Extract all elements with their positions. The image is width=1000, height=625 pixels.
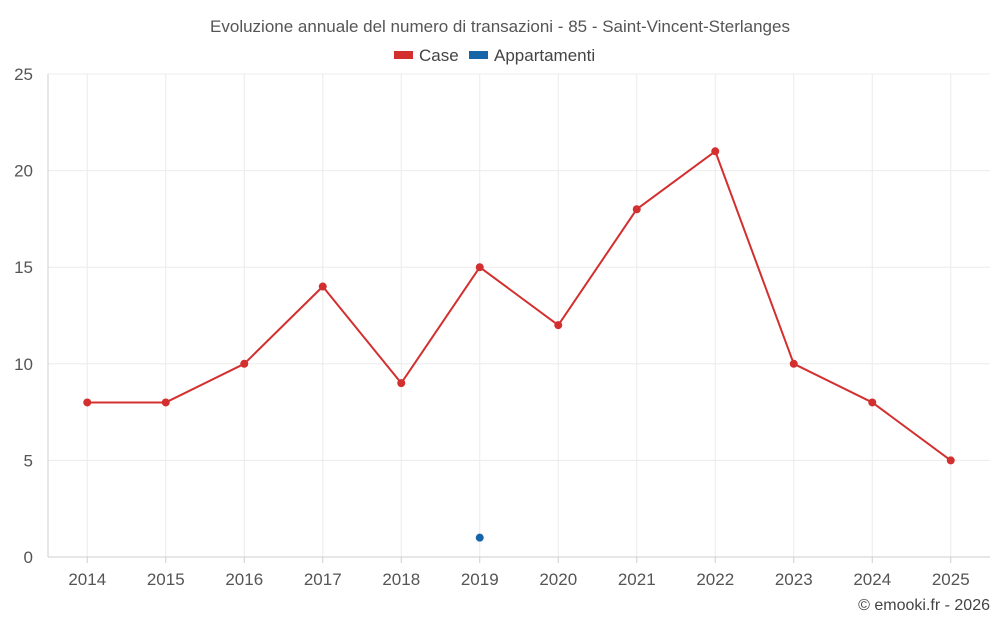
series xyxy=(83,147,955,542)
legend-label-appartamenti: Appartamenti xyxy=(494,46,595,65)
data-point-case-2019[interactable] xyxy=(475,263,484,272)
data-point-case-2017[interactable] xyxy=(318,282,327,291)
data-point-case-2020[interactable] xyxy=(554,321,563,330)
x-tick-label: 2017 xyxy=(304,570,342,589)
data-point-case-2025[interactable] xyxy=(946,456,955,465)
x-tick-label: 2022 xyxy=(696,570,734,589)
data-point-case-2014[interactable] xyxy=(83,398,92,407)
series-line-case xyxy=(87,150,952,462)
y-tick-label: 20 xyxy=(14,162,33,181)
data-point-appartamenti-2019[interactable] xyxy=(475,533,484,542)
legend[interactable]: Case Appartamenti xyxy=(394,46,595,65)
data-point-case-2015[interactable] xyxy=(161,398,170,407)
chart-title: Evoluzione annuale del numero di transaz… xyxy=(210,17,790,36)
x-tick-label: 2025 xyxy=(932,570,970,589)
x-tick-label: 2015 xyxy=(147,570,185,589)
x-tick-label: 2019 xyxy=(461,570,499,589)
x-tick-label: 2020 xyxy=(539,570,577,589)
legend-item-case[interactable]: Case xyxy=(394,46,459,65)
legend-item-appartamenti[interactable]: Appartamenti xyxy=(469,46,595,65)
credit-text: © emooki.fr - 2026 xyxy=(858,597,990,614)
y-tick-label: 15 xyxy=(14,258,33,277)
data-point-case-2016[interactable] xyxy=(240,359,249,368)
y-tick-label: 5 xyxy=(24,451,33,470)
x-tick-label: 2018 xyxy=(382,570,420,589)
data-point-case-2021[interactable] xyxy=(632,205,641,214)
data-point-case-2022[interactable] xyxy=(711,147,720,156)
x-tick-label: 2021 xyxy=(618,570,656,589)
y-tick-label: 10 xyxy=(14,355,33,374)
legend-swatch-appartamenti xyxy=(469,51,488,59)
grid xyxy=(48,73,990,557)
x-tick-label: 2016 xyxy=(225,570,263,589)
data-point-case-2023[interactable] xyxy=(789,359,798,368)
y-tick-label: 0 xyxy=(24,548,33,567)
x-tick-label: 2023 xyxy=(775,570,813,589)
x-tick-label: 2024 xyxy=(853,570,891,589)
legend-swatch-case xyxy=(394,51,413,59)
data-point-case-2024[interactable] xyxy=(868,398,877,407)
x-tick-label: 2014 xyxy=(68,570,106,589)
y-tick-label: 25 xyxy=(14,65,33,84)
legend-label-case: Case xyxy=(419,46,459,65)
data-point-case-2018[interactable] xyxy=(397,379,406,388)
